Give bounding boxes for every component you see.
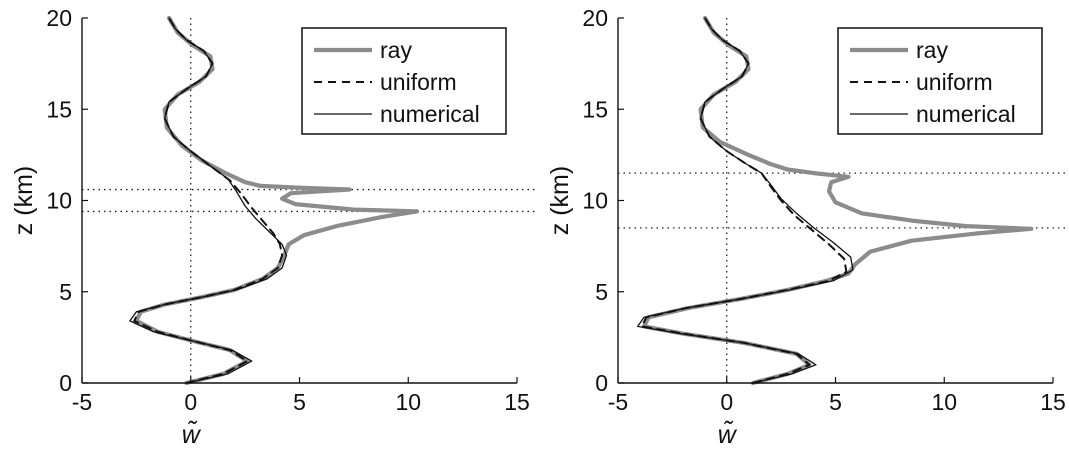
legend-label-uniform: uniform	[916, 69, 993, 95]
x-tick-label: 5	[293, 389, 306, 415]
y-tick-label: 0	[595, 370, 608, 396]
x-tick-label: 15	[504, 389, 530, 415]
x-axis-label: w̃	[182, 421, 202, 449]
y-axis-label: z (km)	[10, 166, 38, 235]
x-axis-label: w̃	[718, 421, 738, 449]
y-tick-label: 20	[582, 5, 608, 31]
y-tick-label: 0	[59, 370, 72, 396]
x-tick-label: 10	[931, 389, 957, 415]
y-tick-label: 5	[595, 279, 608, 305]
x-tick-label: -5	[608, 389, 628, 415]
y-tick-label: 20	[46, 5, 72, 31]
y-tick-label: 10	[46, 188, 72, 214]
x-tick-label: 15	[1040, 389, 1066, 415]
y-axis-label: z (km)	[546, 166, 574, 235]
legend-label-numerical: numerical	[380, 101, 480, 127]
x-tick-label: 10	[395, 389, 421, 415]
x-tick-label: 5	[829, 389, 842, 415]
x-tick-label: 0	[720, 389, 733, 415]
x-tick-label: -5	[72, 389, 92, 415]
y-tick-label: 5	[59, 279, 72, 305]
x-tick-label: 0	[184, 389, 197, 415]
legend-label-numerical: numerical	[916, 101, 1016, 127]
y-tick-label: 10	[582, 188, 608, 214]
legend-label-ray: ray	[380, 37, 412, 63]
y-tick-label: 15	[582, 96, 608, 122]
series-numerical-line	[636, 17, 854, 384]
y-tick-label: 15	[46, 96, 72, 122]
series-numerical-line	[129, 17, 288, 384]
legend-label-uniform: uniform	[380, 69, 457, 95]
legend-label-ray: ray	[916, 37, 948, 63]
